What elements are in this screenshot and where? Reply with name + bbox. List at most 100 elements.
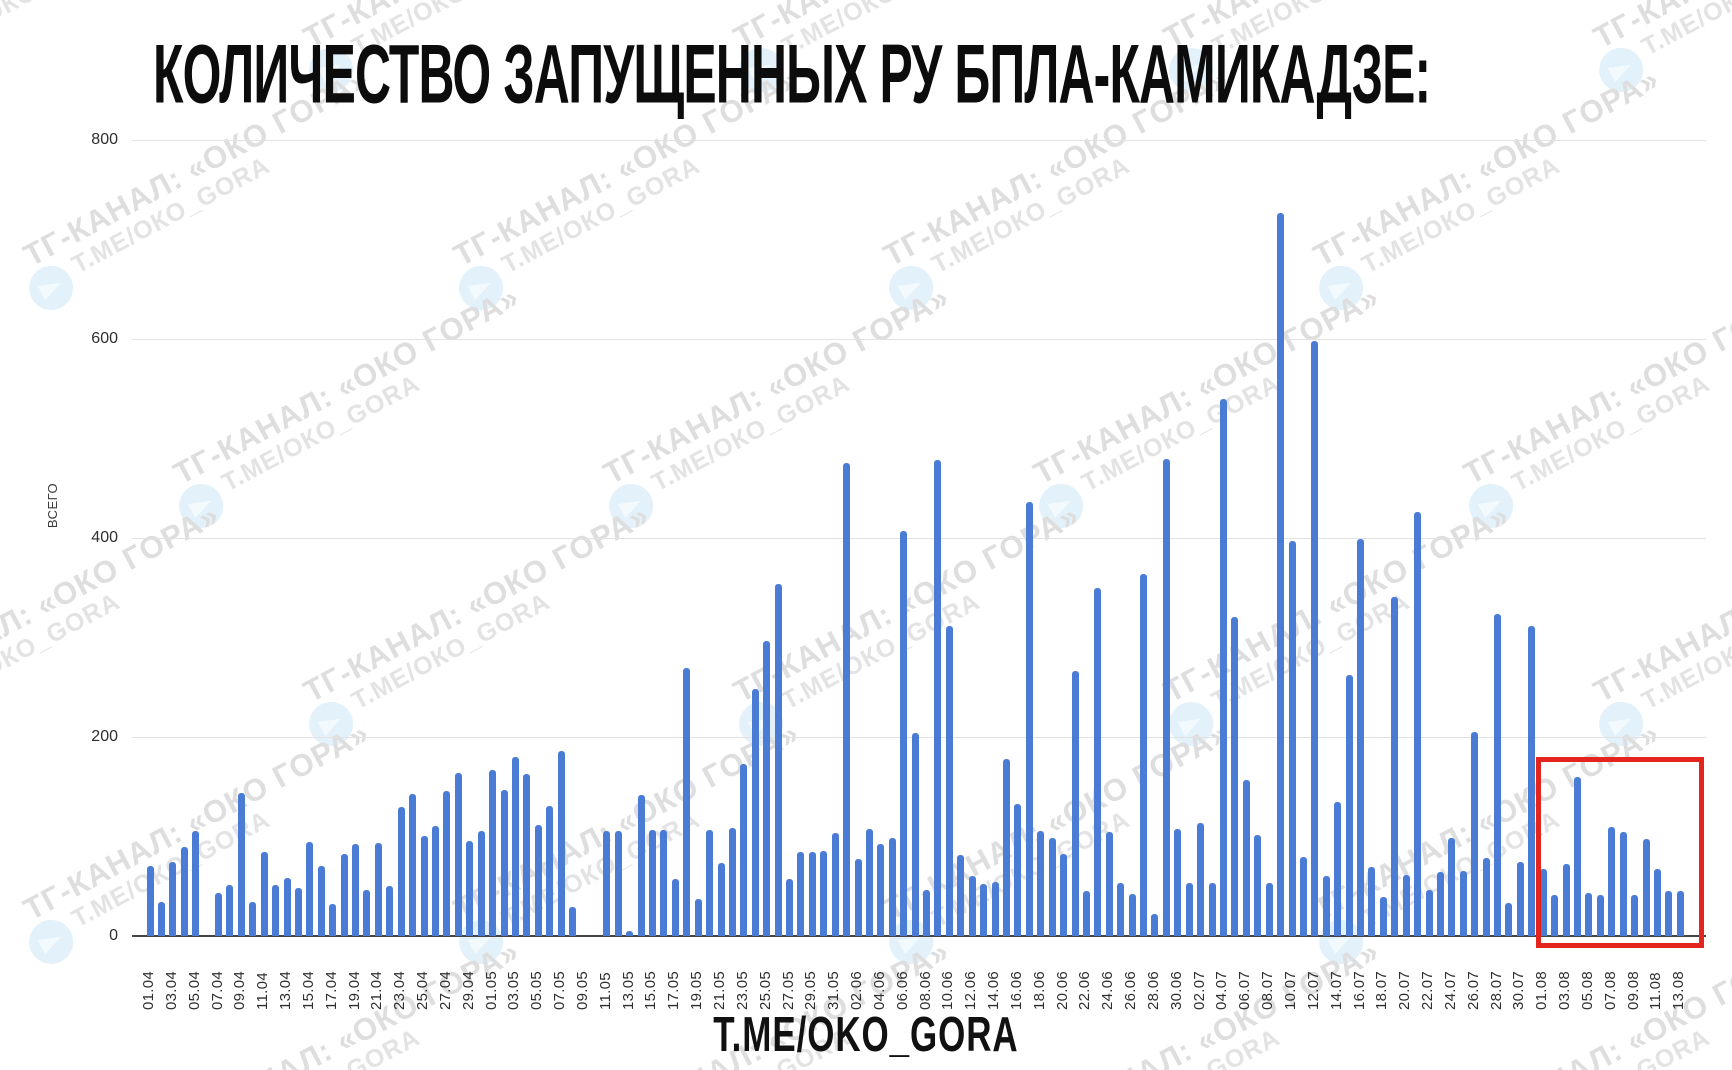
x-tick-label: 06.07 [1236,970,1254,1010]
x-tick-label: 01.04 [140,970,157,1010]
bar [1014,803,1022,936]
bar [1003,758,1010,936]
bar [1631,895,1639,936]
x-tick-label: 30.06 [1167,970,1185,1010]
bar [751,689,759,936]
y-tick-label: 200 [91,728,118,745]
x-tick-label: 25.05 [756,970,774,1010]
x-tick-label: 21.05 [711,970,728,1010]
x-tick-label: 25.04 [414,970,432,1010]
bar [1197,822,1205,936]
gridline [132,737,1706,738]
x-tick-label: 01.05 [482,970,500,1010]
bar [1334,801,1342,936]
bar [249,902,257,936]
bar [774,583,782,936]
x-tick-label: 15.05 [642,970,660,1010]
x-tick-label: 13.04 [277,970,295,1010]
y-tick-label: 400 [91,529,118,546]
bar [614,830,622,936]
x-tick-label: 02.06 [848,970,866,1010]
x-tick-label: 08.06 [916,970,934,1010]
x-tick-label: 04.06 [870,970,888,1010]
bar [843,463,851,936]
bar [374,843,382,936]
bar [1436,872,1444,936]
bar [957,855,965,936]
x-tick-label: 22.06 [1076,970,1094,1010]
bar [237,792,245,936]
x-tick-label: 18.07 [1373,970,1391,1010]
bar [1071,671,1079,936]
bar [1368,867,1376,936]
bar [854,859,862,936]
bar [1574,776,1581,936]
bar [1322,876,1330,936]
x-tick-label: 23.05 [733,970,751,1010]
x-tick-label: 03.05 [505,970,523,1010]
bar [260,852,268,936]
bar [1665,891,1673,936]
bar [980,884,988,936]
x-tick-label: 20.06 [1053,970,1071,1010]
x-tick-label: 24.07 [1441,970,1459,1010]
x-tick-label: 14.07 [1327,970,1345,1010]
bar [1357,538,1365,936]
bar [294,888,302,936]
x-tick-label: 22.07 [1419,970,1437,1010]
x-tick-label: 19.05 [688,970,706,1010]
bar [272,885,280,936]
x-tick-label: 14.06 [985,970,1003,1010]
bar [603,830,611,936]
bar [1596,895,1604,936]
x-tick-label: 19.04 [345,970,363,1010]
bar [1551,895,1559,936]
bar [180,847,188,936]
bar [1345,675,1353,936]
bar [569,907,577,936]
y-tick-label: 800 [91,131,118,148]
x-tick-label: 12.07 [1304,970,1322,1010]
gridline [132,140,1706,141]
bar [968,876,976,936]
bar [1619,831,1627,936]
x-tick-label: 16.07 [1350,970,1368,1010]
bar [1082,891,1090,936]
x-tick-label: 15.04 [299,970,317,1010]
bar [1642,839,1650,936]
x-tick-label: 13.08 [1670,970,1688,1010]
x-tick-label: 26.06 [1122,970,1140,1010]
bar [329,904,337,936]
bar [763,641,771,936]
x-tick-label: 26.07 [1464,970,1482,1010]
x-tick-label: 02.07 [1190,970,1208,1010]
bar [1425,890,1433,936]
bar [1185,883,1193,936]
highlight-box [1535,756,1704,948]
bar [660,829,668,936]
bar [888,838,896,936]
bar [215,893,223,936]
footer-wrap: T.ME/OKO_GORA [0,1008,1732,1063]
bar [1151,914,1159,936]
bar [340,854,348,936]
y-tick-label: 0 [109,927,118,944]
x-tick-label: 01.08 [1533,970,1551,1010]
bar [1505,903,1513,936]
bar [694,899,702,936]
bar [1105,831,1113,936]
x-tick-label: 03.08 [1556,970,1574,1010]
chart-title: КОЛИЧЕСТВО ЗАПУЩЕННЫХ РУ БПЛА-КАМИКАДЗЕ: [153,27,1431,122]
bar [1391,596,1399,936]
x-tick-label: 16.06 [1007,970,1025,1010]
bar [1459,871,1467,936]
bar [386,886,394,936]
bar [1265,883,1273,936]
bar [146,866,154,936]
bar [317,866,325,936]
bar [546,805,554,936]
x-tick-label: 21.04 [368,970,386,1010]
x-tick-label: 11.08 [1647,972,1665,1010]
bar [1585,893,1593,936]
